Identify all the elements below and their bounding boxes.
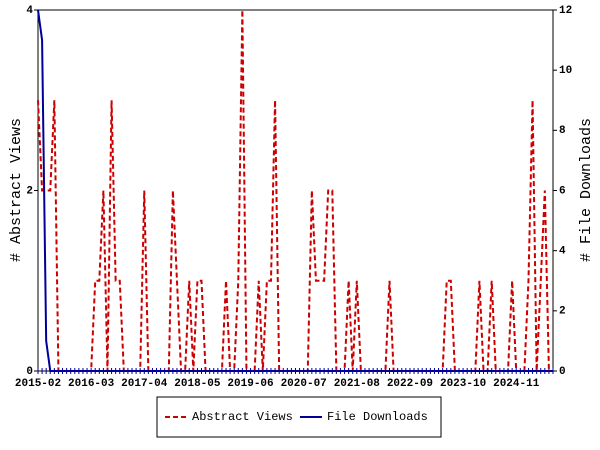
- y2-tick-label: 10: [559, 65, 572, 77]
- y-tick-label: 4: [26, 5, 33, 17]
- x-tick-label: 2016-03: [68, 378, 115, 390]
- y2-tick-label: 8: [559, 125, 566, 137]
- plot-area: [37, 9, 554, 372]
- x-tick-label: 2021-08: [334, 378, 381, 390]
- series-line: [37, 9, 553, 372]
- y2-tick-label: 6: [559, 185, 566, 197]
- y2-tick-label: 2: [559, 306, 566, 318]
- x-tick-label: 2023-10: [440, 378, 486, 390]
- x-tick-label: 2024-11: [493, 378, 540, 390]
- legend-label: File Downloads: [327, 410, 428, 424]
- y2-tick-label: 12: [559, 5, 572, 17]
- x-tick-label: 2017-04: [121, 378, 168, 390]
- x-tick-label: 2018-05: [174, 378, 221, 390]
- y-tick-label: 0: [26, 366, 33, 378]
- x-tick-label: 2015-02: [15, 378, 61, 390]
- y2-tick-label: 0: [559, 366, 566, 378]
- y-axis-label: # Abstract Views: [8, 118, 25, 262]
- x-tick-label: 2022-09: [387, 378, 433, 390]
- legend-box: [156, 396, 442, 438]
- y-tick-label: 2: [26, 185, 33, 197]
- legend-label: Abstract Views: [192, 410, 293, 424]
- x-tick-label: 2019-06: [227, 378, 273, 390]
- x-tick-label: 2020-07: [281, 378, 327, 390]
- y2-tick-label: 4: [559, 246, 566, 258]
- series-line: [37, 9, 553, 372]
- y2-axis-label: # File Downloads: [578, 118, 595, 262]
